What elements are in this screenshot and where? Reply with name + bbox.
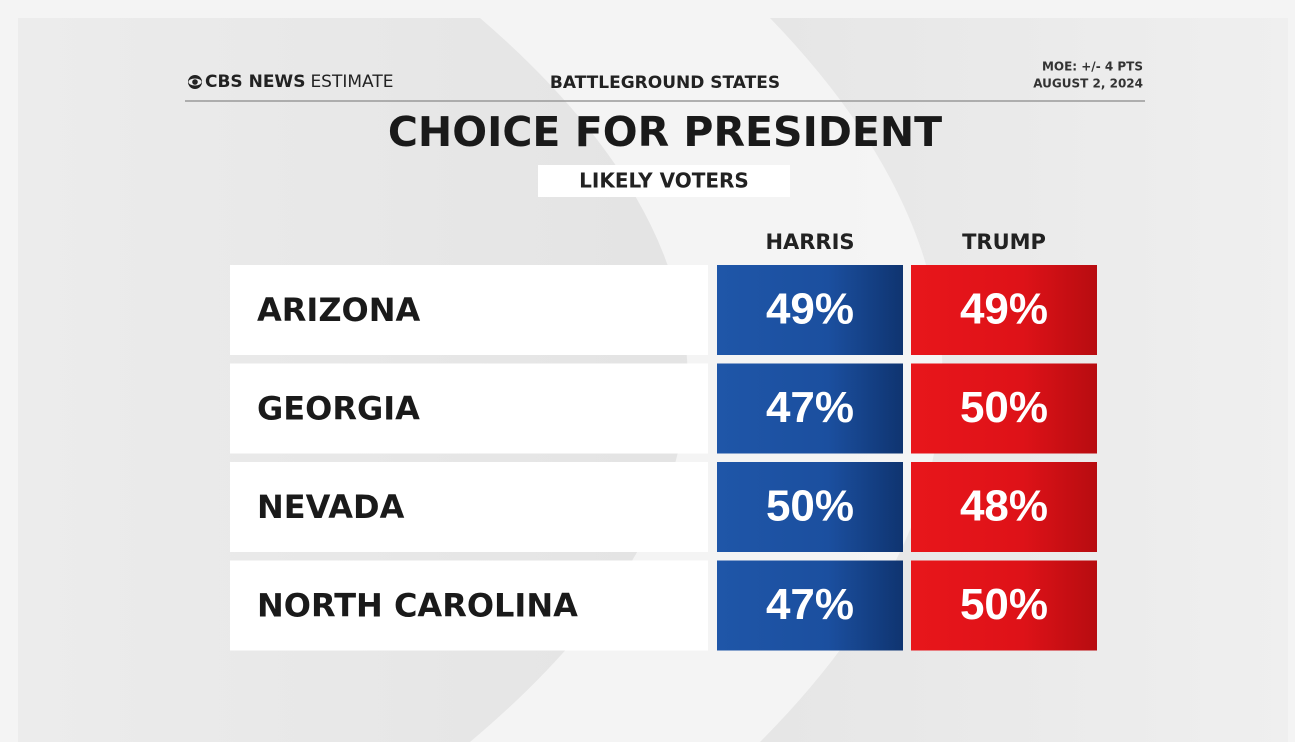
- state-cell: [230, 265, 708, 355]
- state-name: NEVADA: [257, 488, 405, 526]
- value-cell: [911, 363, 1097, 454]
- value-cell: [717, 363, 903, 454]
- state-name: ARIZONA: [257, 291, 421, 329]
- column-header: HARRIS: [765, 230, 854, 254]
- value-cell: [911, 560, 1097, 651]
- state-cell: [230, 363, 708, 454]
- state-name: NORTH CAROLINA: [257, 587, 578, 625]
- value-cell: [717, 462, 903, 552]
- state-cell: [230, 462, 708, 552]
- results-table: HARRIS TRUMP ARIZONA 49% 49% GEORGIA 47% 50% NEV…: [230, 230, 1097, 651]
- value: 47%: [766, 383, 854, 432]
- brand: CBS NEWS ESTIMATE: [205, 72, 393, 92]
- value: 49%: [960, 285, 1048, 334]
- value: 49%: [766, 285, 854, 334]
- value: 50%: [766, 482, 854, 531]
- value: 48%: [960, 482, 1048, 531]
- state-name: GEORGIA: [257, 390, 420, 428]
- value-cell: [911, 265, 1097, 355]
- value-cell: [911, 462, 1097, 552]
- brand-name: CBS NEWS: [205, 72, 305, 92]
- title: CHOICE FOR PRESIDENT: [388, 108, 942, 156]
- value: 50%: [960, 383, 1048, 432]
- state-cell: [230, 560, 708, 651]
- value-cell: [717, 265, 903, 355]
- value: 50%: [960, 580, 1048, 629]
- subtitle-box: [538, 165, 790, 197]
- moe: MOE: +/- 4 PTS: [1042, 60, 1143, 74]
- value-cell: [717, 560, 903, 651]
- column-header: TRUMP: [962, 230, 1046, 254]
- brand-suffix: ESTIMATE: [310, 72, 393, 92]
- subtitle: LIKELY VOTERS: [579, 169, 749, 193]
- cbs-eye-pupil: [192, 79, 198, 85]
- section-label: BATTLEGROUND STATES: [550, 73, 780, 93]
- date: AUGUST 2, 2024: [1033, 77, 1143, 91]
- value: 47%: [766, 580, 854, 629]
